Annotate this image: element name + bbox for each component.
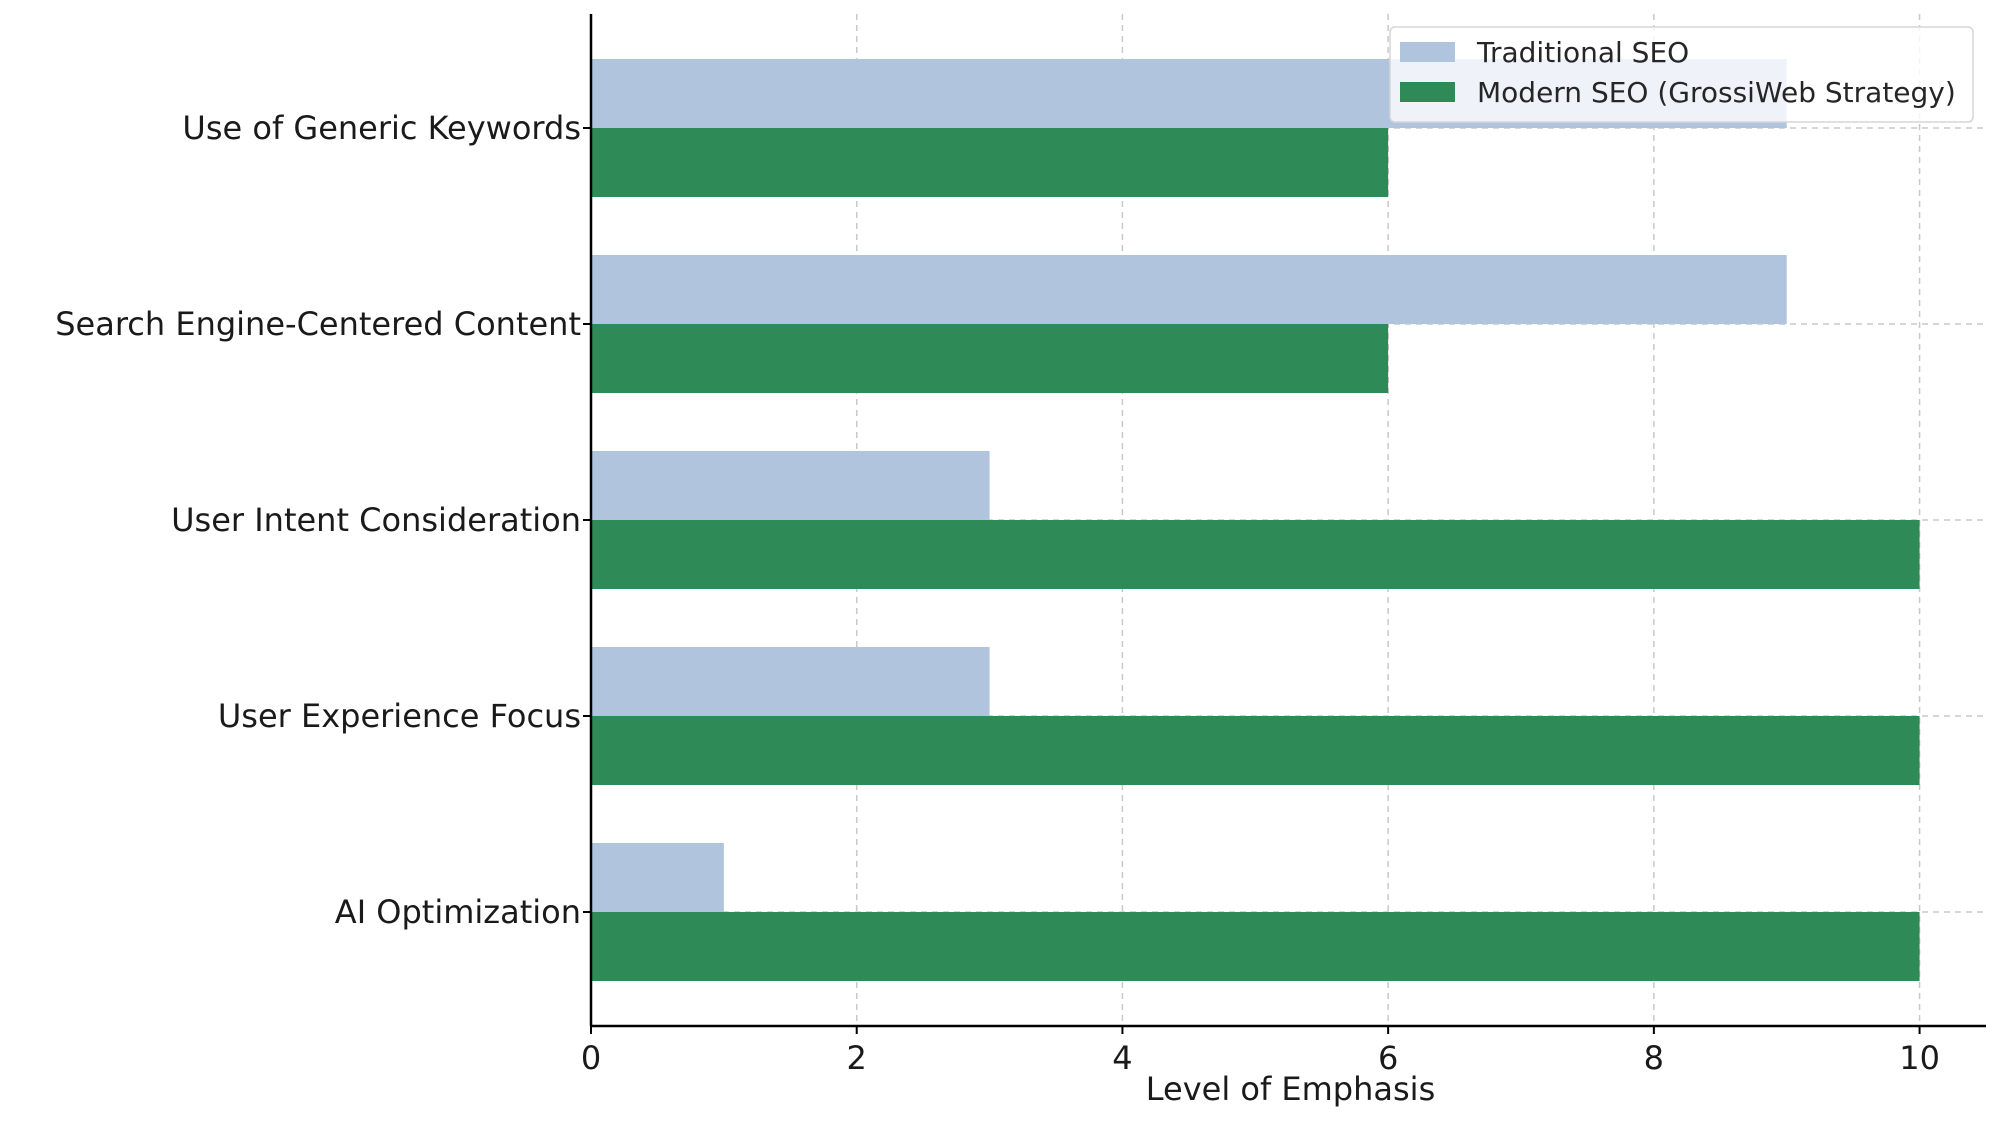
legend: Traditional SEO Modern SEO (GrossiWeb Str… [1389, 26, 1974, 123]
bar-modern-seo-3 [591, 716, 1920, 785]
legend-box [1389, 26, 1974, 123]
legend-swatch-modern-seo [1400, 82, 1455, 102]
y-tick-label: Search Engine-Centered Content [55, 305, 581, 343]
bar-modern-seo-0 [591, 128, 1389, 197]
x-tick-label: 2 [847, 1039, 867, 1077]
x-axis-ticks: 0 2 4 6 8 10 [581, 1026, 1940, 1077]
y-tick-label: AI Optimization [335, 893, 581, 931]
bar-traditional-seo-1 [591, 255, 1787, 324]
x-axis-label: Level of Emphasis [1146, 1070, 1435, 1108]
x-tick-label: 10 [1899, 1039, 1940, 1077]
y-tick-label: User Experience Focus [218, 697, 581, 735]
legend-label-modern-seo: Modern SEO (GrossiWeb Strategy) [1477, 76, 1956, 109]
bar-modern-seo-1 [591, 324, 1389, 393]
y-tick-label: User Intent Consideration [171, 501, 581, 539]
y-tick-label: Use of Generic Keywords [182, 109, 581, 147]
x-tick-label: 8 [1644, 1039, 1664, 1077]
legend-swatch-traditional-seo [1400, 42, 1455, 62]
x-tick-label: 0 [581, 1039, 601, 1077]
y-axis-ticks: Use of Generic Keywords Search Engine-Cen… [55, 109, 591, 931]
x-tick-label: 4 [1112, 1039, 1132, 1077]
bar-modern-seo-4 [591, 912, 1920, 981]
bar-traditional-seo-3 [591, 647, 990, 716]
bar-traditional-seo-2 [591, 451, 990, 520]
x-tick-label: 6 [1378, 1039, 1398, 1077]
bar-modern-seo-2 [591, 520, 1920, 589]
bars [591, 59, 1920, 981]
legend-label-traditional-seo: Traditional SEO [1476, 36, 1689, 69]
bar-traditional-seo-4 [591, 843, 724, 912]
